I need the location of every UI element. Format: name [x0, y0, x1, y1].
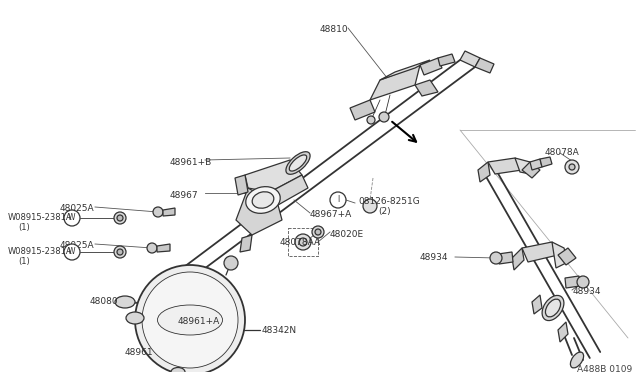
Ellipse shape: [246, 187, 280, 214]
Circle shape: [147, 243, 157, 253]
Polygon shape: [488, 158, 522, 174]
Polygon shape: [245, 160, 302, 192]
Text: 48967+A: 48967+A: [310, 210, 352, 219]
Polygon shape: [515, 158, 535, 175]
Circle shape: [64, 210, 80, 226]
Circle shape: [135, 265, 245, 372]
Polygon shape: [270, 175, 308, 205]
Circle shape: [153, 207, 163, 217]
Circle shape: [565, 160, 579, 174]
Circle shape: [114, 212, 126, 224]
Polygon shape: [236, 188, 282, 235]
Circle shape: [315, 229, 321, 235]
Text: 48020E: 48020E: [330, 230, 364, 239]
Circle shape: [569, 164, 575, 170]
Polygon shape: [460, 51, 480, 67]
Text: 48025A: 48025A: [60, 241, 95, 250]
Polygon shape: [558, 322, 568, 342]
Circle shape: [367, 116, 375, 124]
Text: 08126-8251G: 08126-8251G: [358, 197, 420, 206]
Polygon shape: [512, 248, 524, 270]
Polygon shape: [530, 159, 542, 170]
Text: 48080: 48080: [90, 297, 118, 306]
Polygon shape: [240, 235, 252, 252]
Text: (1): (1): [18, 223, 29, 232]
Bar: [288, 228, 318, 256]
Text: 48078AA: 48078AA: [280, 238, 321, 247]
Circle shape: [379, 112, 389, 122]
Circle shape: [114, 246, 126, 258]
Ellipse shape: [286, 152, 310, 174]
Text: W: W: [68, 247, 76, 257]
Polygon shape: [163, 208, 175, 216]
Circle shape: [117, 249, 123, 255]
Polygon shape: [370, 65, 420, 100]
Polygon shape: [478, 162, 490, 182]
Text: 48961+B: 48961+B: [170, 158, 212, 167]
Text: 48078A: 48078A: [545, 148, 580, 157]
Text: 48025A: 48025A: [60, 204, 95, 213]
Ellipse shape: [126, 312, 144, 324]
Circle shape: [490, 252, 502, 264]
Text: 48810: 48810: [320, 25, 349, 34]
Polygon shape: [565, 276, 580, 288]
Text: 48967: 48967: [170, 191, 198, 200]
Circle shape: [330, 192, 346, 208]
Polygon shape: [380, 60, 430, 80]
Polygon shape: [415, 80, 438, 96]
Polygon shape: [157, 244, 170, 252]
Polygon shape: [475, 58, 494, 73]
Text: W08915-2381A: W08915-2381A: [8, 213, 72, 222]
Polygon shape: [438, 54, 455, 66]
Circle shape: [224, 256, 238, 270]
Text: (1): (1): [18, 257, 29, 266]
Polygon shape: [420, 58, 442, 75]
Polygon shape: [498, 252, 513, 264]
Circle shape: [577, 276, 589, 288]
Text: 48934: 48934: [420, 253, 449, 262]
Circle shape: [363, 199, 377, 213]
Text: W08915-2381A: W08915-2381A: [8, 247, 72, 256]
Polygon shape: [522, 242, 558, 262]
Text: 48961+A: 48961+A: [178, 317, 220, 326]
Polygon shape: [540, 157, 552, 167]
Polygon shape: [558, 248, 576, 265]
Text: (2): (2): [378, 207, 390, 216]
Ellipse shape: [157, 305, 223, 335]
Ellipse shape: [570, 352, 584, 368]
Circle shape: [312, 226, 324, 238]
Circle shape: [299, 238, 307, 246]
Circle shape: [117, 215, 123, 221]
Ellipse shape: [115, 296, 135, 308]
Polygon shape: [350, 100, 375, 120]
Text: 48342N: 48342N: [262, 326, 297, 335]
Polygon shape: [522, 162, 540, 178]
Polygon shape: [532, 295, 542, 314]
Circle shape: [295, 234, 311, 250]
Ellipse shape: [252, 192, 274, 208]
Text: W: W: [68, 214, 76, 222]
Ellipse shape: [289, 155, 307, 171]
Circle shape: [64, 244, 80, 260]
Polygon shape: [552, 242, 568, 268]
Text: 48934: 48934: [573, 287, 602, 296]
Ellipse shape: [542, 295, 564, 321]
Polygon shape: [235, 175, 248, 195]
Circle shape: [142, 272, 238, 368]
Ellipse shape: [171, 368, 185, 372]
Text: 48961: 48961: [125, 348, 154, 357]
Text: A488B 0109: A488B 0109: [577, 365, 632, 372]
Ellipse shape: [545, 299, 561, 317]
Text: I: I: [337, 196, 339, 205]
